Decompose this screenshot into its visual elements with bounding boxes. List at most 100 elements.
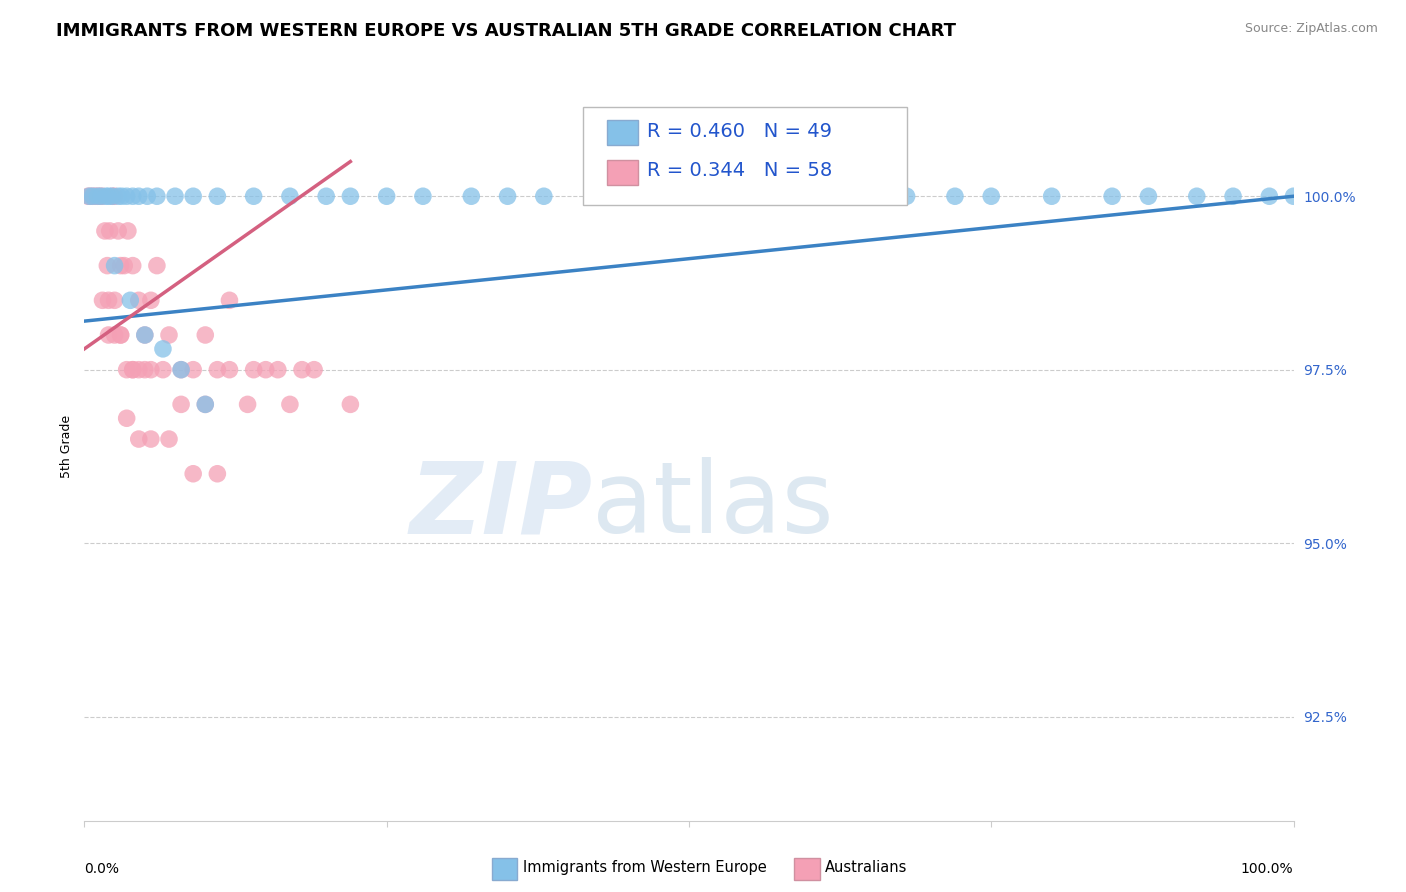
Point [1101, 189, 1123, 203]
Point [121, 259, 143, 273]
Point [375, 189, 398, 203]
Point [89, 189, 111, 203]
Point [207, 189, 229, 203]
Point [115, 189, 138, 203]
Point [302, 362, 325, 376]
Point [654, 189, 676, 203]
Point [207, 362, 229, 376]
Point [157, 328, 180, 343]
Point [702, 189, 724, 203]
Point [170, 397, 193, 411]
Point [112, 259, 135, 273]
Point [165, 189, 187, 203]
Point [128, 362, 150, 376]
Point [134, 328, 156, 343]
Point [139, 362, 162, 376]
Point [117, 224, 139, 238]
Point [104, 293, 127, 308]
Point [980, 189, 1002, 203]
Point [115, 362, 138, 376]
Point [412, 189, 434, 203]
Point [128, 432, 150, 446]
Point [896, 189, 918, 203]
Point [207, 467, 229, 481]
Text: R = 0.460   N = 49: R = 0.460 N = 49 [647, 121, 832, 141]
Point [121, 362, 143, 376]
Text: Australians: Australians [825, 861, 908, 875]
Point [82, 189, 104, 203]
Point [170, 362, 193, 376]
Point [121, 189, 143, 203]
Point [97, 189, 120, 203]
Point [339, 189, 361, 203]
Point [86, 189, 108, 203]
Point [496, 189, 519, 203]
Point [97, 328, 120, 343]
Point [110, 328, 132, 343]
Point [98, 224, 121, 238]
Point [181, 467, 204, 481]
Point [94, 224, 117, 238]
Point [128, 189, 150, 203]
Point [181, 189, 204, 203]
Text: IMMIGRANTS FROM WESTERN EUROPE VS AUSTRALIAN 5TH GRADE CORRELATION CHART: IMMIGRANTS FROM WESTERN EUROPE VS AUSTRA… [56, 22, 956, 40]
Point [254, 362, 277, 376]
Point [533, 189, 555, 203]
Point [90, 189, 112, 203]
Point [101, 189, 124, 203]
Text: Immigrants from Western Europe: Immigrants from Western Europe [523, 861, 766, 875]
Text: Source: ZipAtlas.com: Source: ZipAtlas.com [1244, 22, 1378, 36]
Point [97, 293, 120, 308]
Point [79, 189, 101, 203]
Point [128, 293, 150, 308]
Point [136, 189, 159, 203]
Point [1185, 189, 1208, 203]
Point [101, 189, 124, 203]
Point [104, 328, 127, 343]
Point [152, 362, 174, 376]
Point [799, 189, 821, 203]
Point [107, 224, 129, 238]
Point [1222, 189, 1244, 203]
Point [104, 189, 127, 203]
Point [943, 189, 966, 203]
Point [91, 189, 114, 203]
Text: 0.0%: 0.0% [84, 862, 120, 876]
Point [170, 362, 193, 376]
Text: R = 0.344   N = 58: R = 0.344 N = 58 [647, 161, 832, 180]
Point [460, 189, 482, 203]
Point [1137, 189, 1160, 203]
Point [157, 432, 180, 446]
Point [111, 189, 134, 203]
Point [738, 189, 761, 203]
Point [77, 189, 100, 203]
Point [194, 397, 217, 411]
Point [121, 362, 143, 376]
Point [242, 189, 264, 203]
Point [1040, 189, 1063, 203]
Point [278, 189, 301, 203]
Point [91, 293, 114, 308]
Point [146, 189, 169, 203]
Point [107, 189, 129, 203]
Point [218, 293, 240, 308]
Text: ZIP: ZIP [409, 458, 592, 555]
Point [581, 189, 603, 203]
Point [267, 362, 290, 376]
Point [84, 189, 107, 203]
Point [617, 189, 640, 203]
Point [194, 397, 217, 411]
Point [134, 362, 156, 376]
Point [96, 259, 118, 273]
Point [120, 293, 142, 308]
Point [110, 328, 132, 343]
Point [152, 342, 174, 356]
Point [242, 362, 264, 376]
Point [139, 432, 162, 446]
Point [1258, 189, 1281, 203]
Point [236, 397, 259, 411]
Y-axis label: 5th Grade: 5th Grade [60, 415, 73, 477]
Point [339, 397, 361, 411]
Point [315, 189, 337, 203]
Point [146, 259, 169, 273]
